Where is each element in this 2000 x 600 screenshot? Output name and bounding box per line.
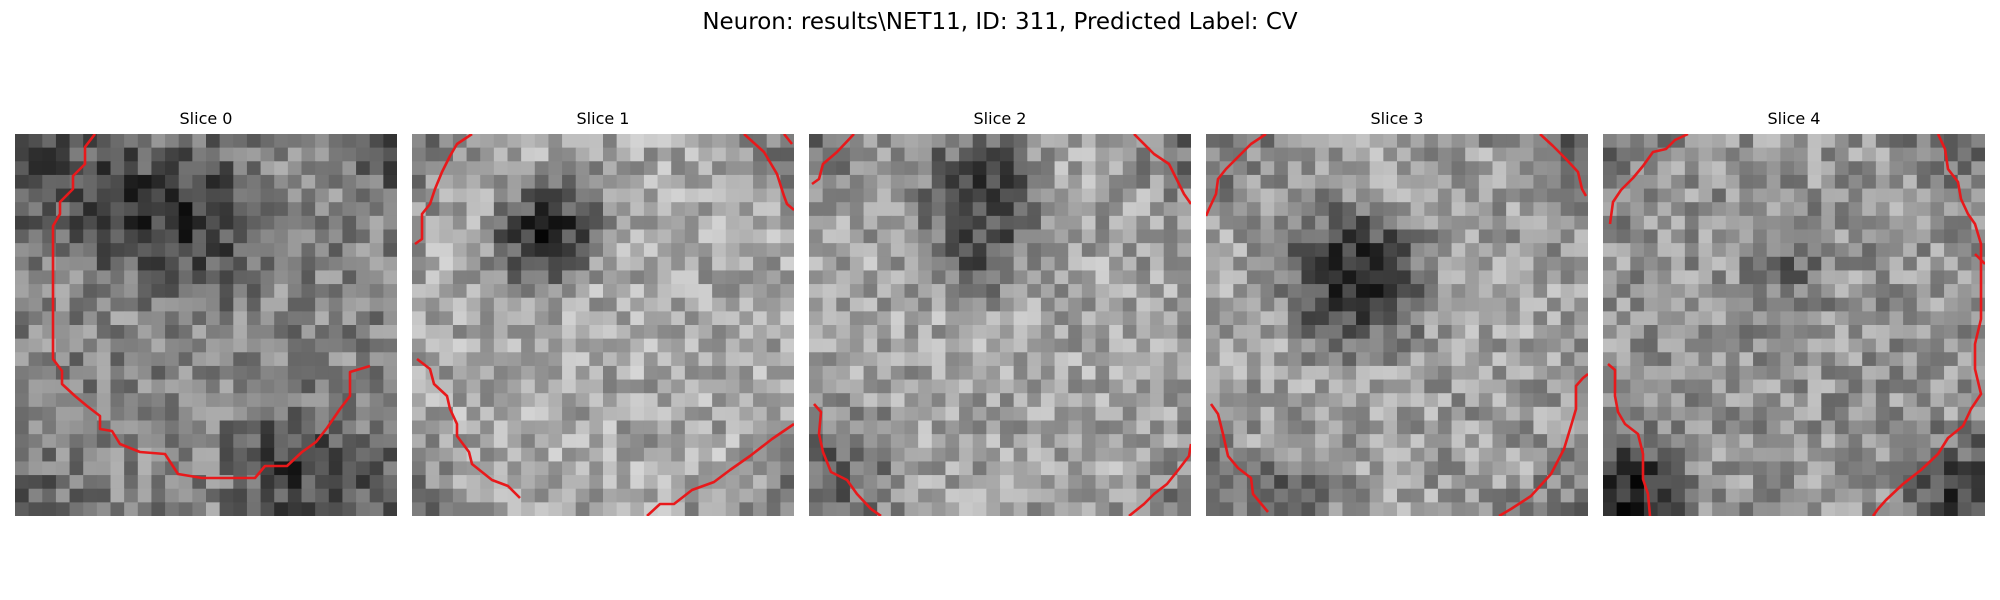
contour-line	[1607, 363, 1652, 516]
slice-image-3	[1206, 134, 1588, 516]
contour-line	[1209, 403, 1269, 513]
contour-line	[646, 422, 794, 516]
contour-line	[782, 134, 794, 145]
contour-line	[414, 134, 473, 246]
figure-title: Neuron: results\NET11, ID: 311, Predicte…	[702, 9, 1298, 35]
contour-line	[1133, 134, 1191, 205]
contour-line	[1498, 372, 1588, 516]
contour-line	[743, 134, 794, 211]
contour-line	[416, 357, 521, 499]
contour-line	[1608, 134, 1689, 225]
contour-line	[813, 403, 882, 516]
slice-title-3: Slice 3	[1370, 109, 1424, 128]
slice-image-0	[15, 134, 397, 516]
contour-line	[1539, 134, 1588, 197]
slice-image-2	[809, 134, 1191, 516]
contour-line	[1206, 134, 1267, 217]
contour-line	[1128, 443, 1191, 516]
slice-title-0: Slice 0	[179, 109, 233, 128]
slice-image-4	[1603, 134, 1985, 516]
contour-line	[811, 134, 855, 186]
slice-title-1: Slice 1	[576, 109, 630, 128]
slice-image-1	[412, 134, 794, 516]
slice-title-4: Slice 4	[1767, 109, 1821, 128]
contour-line	[51, 134, 371, 480]
contour-line	[1871, 134, 1983, 516]
slice-title-2: Slice 2	[973, 109, 1027, 128]
contour-line	[1974, 253, 1985, 265]
